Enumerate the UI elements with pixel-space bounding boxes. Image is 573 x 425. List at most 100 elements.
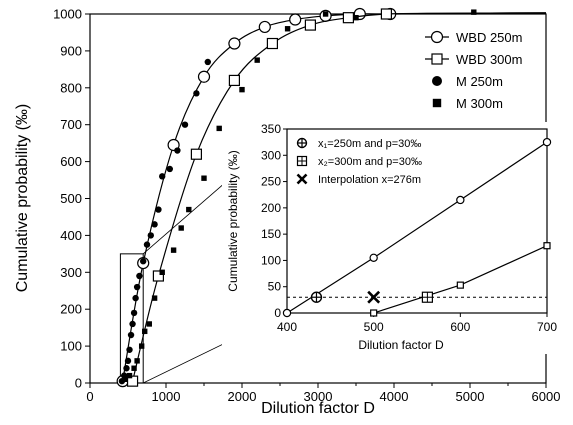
main-legend-marker (432, 76, 442, 86)
inset-y-ticks: 0 50 100 150 200 250 300 350 (261, 122, 287, 320)
main-data-point (186, 206, 192, 213)
main-data-point (258, 20, 271, 34)
main-data-point (136, 272, 143, 280)
inset-y-tick-label: 250 (261, 175, 281, 189)
main-data-point (131, 365, 137, 371)
inset-data-point (456, 281, 464, 289)
main-series-3 (122, 9, 477, 383)
inset-y-axis-title: Cumulative probability (‰) (226, 150, 240, 291)
inset-x-tick-label: 700 (537, 320, 557, 334)
main-data-point (151, 295, 158, 301)
main-data-point (146, 321, 152, 327)
inset-x-ticks: 400 500 600 700 (277, 313, 557, 334)
main-x-tick-label: 2000 (228, 389, 257, 404)
inset-y-tick-label: 150 (261, 227, 281, 241)
main-data-point (471, 9, 477, 15)
main-data-point (197, 70, 211, 83)
inset-x-axis-title: Dilution factor D (358, 338, 444, 352)
main-data-point (140, 258, 147, 265)
inset-legend-marker (296, 137, 308, 149)
inset-x-tick-label: 400 (277, 320, 297, 334)
inset-data-point (456, 195, 465, 205)
main-legend-label: M 250m (456, 74, 503, 89)
inset-series-line (286, 141, 548, 314)
main-series-1 (126, 8, 547, 387)
main-data-point (228, 37, 241, 50)
inset-y-tick-label: 300 (261, 148, 281, 162)
inset-legend-label: x₂=300m and p=30‰ (318, 156, 422, 168)
main-data-point (122, 376, 128, 383)
main-y-tick-label: 400 (60, 228, 82, 243)
inset-series-1 (370, 242, 551, 317)
main-data-point (266, 37, 278, 50)
main-data-point (228, 74, 240, 87)
main-data-point (204, 58, 211, 66)
main-data-point (126, 372, 133, 379)
inset-annotation-marker (367, 290, 381, 304)
main-legend-marker (430, 30, 444, 44)
main-y-tick-label: 600 (60, 154, 82, 169)
main-data-point (159, 269, 165, 275)
main-y-tick-label: 900 (60, 43, 82, 58)
main-data-point (289, 13, 302, 26)
main-legend-label: M 300m (456, 96, 503, 111)
inset-y-tick-label: 50 (268, 280, 282, 294)
inset-data-point (542, 137, 552, 147)
main-x-axis-title: Dilution factor D (261, 400, 375, 417)
main-data-point (193, 90, 200, 97)
inset-legend-label: x₁=250m and p=30‰ (318, 138, 421, 150)
main-data-point (142, 328, 148, 335)
main-data-point (133, 283, 141, 291)
inset-series-group (282, 137, 552, 318)
main-x-tick-label: 3000 (304, 389, 333, 404)
inset-legend-marker (296, 173, 308, 185)
inset-data-point (543, 242, 551, 250)
main-x-tick-label: 6000 (532, 389, 561, 404)
inset-annotation-marker (421, 291, 433, 303)
inset-annotation-marker-b (367, 290, 381, 304)
main-data-point (126, 346, 133, 353)
main-data-point (254, 57, 260, 63)
inset-series-0 (282, 137, 552, 318)
inset-data-point (370, 309, 378, 317)
inset-legend-marker (296, 155, 308, 167)
main-series-group (116, 7, 547, 388)
main-y-ticks: 0 100 200 300 400 500 600 700 800 900 1000 (53, 7, 90, 391)
inset-y-tick-label: 350 (261, 122, 281, 136)
main-data-point (123, 365, 130, 372)
main-legend-marker (432, 98, 442, 108)
main-data-point (155, 206, 162, 213)
main-data-point (152, 270, 164, 282)
inset-annotations (287, 290, 547, 304)
inset-background (222, 122, 564, 354)
main-y-tick-label: 500 (60, 191, 82, 206)
main-data-point (143, 241, 151, 248)
main-data-point (304, 19, 316, 31)
main-y-tick-label: 1000 (53, 7, 82, 22)
main-data-point (342, 12, 354, 24)
main-legend: WBD 250m WBD 300m M 250m M 300m (425, 30, 522, 111)
inset-y-tick-label: 100 (261, 253, 281, 267)
main-data-point (174, 147, 181, 154)
main-y-tick-label: 100 (60, 339, 82, 354)
main-data-point (129, 320, 136, 328)
main-data-point (239, 86, 245, 93)
main-data-point (201, 175, 207, 181)
main-series-2 (118, 58, 211, 385)
main-data-point (138, 343, 145, 349)
main-x-tick-label: 1000 (152, 389, 181, 404)
main-y-axis-title: Cumulative probability (‰) (14, 104, 31, 293)
main-data-point (353, 14, 359, 21)
main-legend-label: WBD 300m (456, 52, 522, 67)
main-data-point (147, 232, 154, 239)
main-legend-label: WBD 250m (456, 30, 522, 45)
main-data-point (380, 8, 392, 20)
main-y-tick-label: 700 (60, 117, 82, 132)
inset-y-tick-label: 200 (261, 201, 281, 215)
main-x-tick-label: 5000 (456, 389, 485, 404)
main-data-point (130, 309, 138, 317)
inset-x-tick-label: 600 (450, 320, 470, 334)
main-data-point (178, 225, 184, 231)
main-y-tick-label: 800 (60, 80, 82, 95)
